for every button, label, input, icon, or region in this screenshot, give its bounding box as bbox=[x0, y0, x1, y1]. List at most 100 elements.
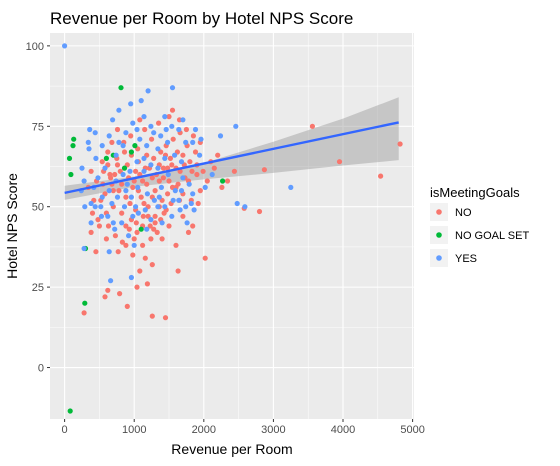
data-point-yes bbox=[134, 126, 140, 133]
data-point-yes bbox=[233, 123, 239, 129]
data-point-no bbox=[103, 236, 109, 242]
data-point-yes bbox=[114, 194, 121, 200]
data-point-no bbox=[309, 123, 315, 129]
data-point-no-goal-set bbox=[82, 300, 88, 306]
y-tick-label: 50 bbox=[32, 202, 44, 214]
grid-lines bbox=[50, 33, 414, 419]
data-point-yes bbox=[192, 126, 199, 133]
data-point-yes bbox=[124, 181, 130, 187]
y-axis: 0 25 50 75 100 bbox=[26, 41, 50, 375]
data-point-no bbox=[133, 168, 139, 174]
data-point-no bbox=[151, 226, 157, 232]
data-point-no bbox=[128, 133, 134, 139]
data-point-yes bbox=[188, 200, 194, 207]
data-point-yes bbox=[130, 213, 136, 219]
data-point-no bbox=[170, 136, 176, 142]
data-point-no-goal-set bbox=[103, 155, 109, 161]
data-point-yes bbox=[163, 126, 169, 133]
data-point-no bbox=[130, 252, 136, 258]
data-point-no bbox=[169, 107, 176, 113]
data-point-no bbox=[96, 223, 102, 229]
data-point-yes bbox=[123, 130, 129, 136]
data-point-no bbox=[202, 255, 208, 261]
x-tick-label: 1000 bbox=[122, 424, 146, 436]
data-point-yes bbox=[170, 197, 176, 203]
data-point-yes bbox=[155, 146, 161, 152]
data-point-yes bbox=[148, 217, 154, 223]
data-point-no bbox=[152, 213, 158, 219]
data-point-yes bbox=[176, 197, 182, 203]
data-point-no bbox=[88, 168, 94, 174]
data-point-no bbox=[89, 210, 96, 216]
data-point-no bbox=[200, 168, 206, 174]
data-point-yes bbox=[120, 171, 126, 178]
data-point-no bbox=[134, 284, 140, 290]
data-point-yes bbox=[116, 139, 122, 145]
data-point-no bbox=[180, 213, 186, 219]
legend-marker bbox=[436, 209, 442, 215]
x-tick-label: 0 bbox=[62, 424, 68, 436]
data-point-no bbox=[169, 162, 175, 168]
data-point-yes bbox=[155, 204, 161, 210]
data-point-yes bbox=[155, 165, 161, 171]
data-point-no bbox=[117, 291, 123, 297]
data-point-no bbox=[154, 229, 160, 235]
data-point-no bbox=[93, 249, 99, 255]
x-tick-label: 2000 bbox=[192, 424, 216, 436]
chart-title: Revenue per Room by Hotel NPS Score bbox=[50, 9, 353, 28]
legend-label: NO bbox=[455, 207, 472, 219]
data-point-yes bbox=[148, 162, 154, 168]
data-point-yes bbox=[138, 98, 144, 104]
data-point-yes bbox=[165, 139, 171, 145]
data-point-no bbox=[99, 159, 105, 165]
data-point-yes bbox=[209, 171, 215, 178]
data-point-no bbox=[138, 194, 144, 200]
trend-line bbox=[64, 121, 399, 195]
data-point-no bbox=[137, 117, 143, 123]
data-point-yes bbox=[92, 130, 98, 136]
data-point-yes bbox=[144, 143, 150, 149]
data-point-no bbox=[219, 184, 225, 190]
data-point-no bbox=[167, 155, 173, 161]
data-point-no bbox=[105, 149, 111, 155]
data-point-yes bbox=[180, 175, 186, 181]
data-point-no bbox=[231, 168, 237, 174]
data-point-no bbox=[131, 178, 137, 184]
data-point-yes bbox=[242, 204, 248, 210]
data-point-yes bbox=[165, 171, 171, 178]
data-point-no bbox=[190, 133, 196, 139]
data-point-yes bbox=[178, 188, 185, 194]
data-point-no bbox=[88, 229, 94, 235]
data-point-no bbox=[140, 242, 146, 248]
data-point-yes bbox=[169, 123, 175, 129]
data-point-no bbox=[137, 268, 143, 274]
data-point-yes bbox=[158, 184, 164, 190]
y-tick-label: 75 bbox=[32, 121, 44, 133]
data-point-yes bbox=[172, 188, 178, 194]
legend-marker bbox=[436, 232, 442, 238]
data-point-yes bbox=[128, 194, 134, 200]
data-point-yes bbox=[108, 278, 114, 284]
data-point-no bbox=[121, 149, 128, 155]
data-point-yes bbox=[162, 204, 168, 210]
data-point-yes bbox=[119, 220, 125, 226]
data-point-no-goal-set bbox=[67, 408, 73, 414]
data-point-no bbox=[156, 178, 162, 184]
data-point-yes bbox=[148, 123, 154, 129]
data-point-no bbox=[165, 191, 171, 197]
data-point-yes bbox=[186, 181, 192, 187]
data-point-yes bbox=[144, 191, 150, 197]
data-point-yes bbox=[99, 143, 105, 149]
data-point-yes bbox=[110, 220, 116, 226]
data-point-yes bbox=[105, 213, 111, 219]
data-point-no bbox=[109, 139, 115, 145]
data-point-no bbox=[149, 136, 155, 142]
data-point-no bbox=[115, 249, 121, 255]
data-point-yes bbox=[99, 194, 105, 200]
data-point-no bbox=[166, 178, 172, 184]
plot-panel bbox=[50, 33, 414, 419]
data-point-yes bbox=[151, 130, 157, 136]
x-tick-label: 3000 bbox=[261, 424, 285, 436]
data-point-yes bbox=[162, 114, 168, 120]
data-point-yes bbox=[197, 152, 203, 158]
